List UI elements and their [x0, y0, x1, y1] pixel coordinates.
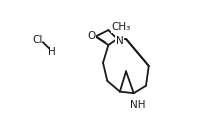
Text: CH₃: CH₃ [111, 22, 131, 32]
Text: H: H [48, 47, 55, 57]
Text: N: N [116, 36, 124, 46]
Text: Cl: Cl [33, 35, 43, 45]
Text: NH: NH [130, 100, 145, 110]
Text: O: O [87, 31, 96, 41]
